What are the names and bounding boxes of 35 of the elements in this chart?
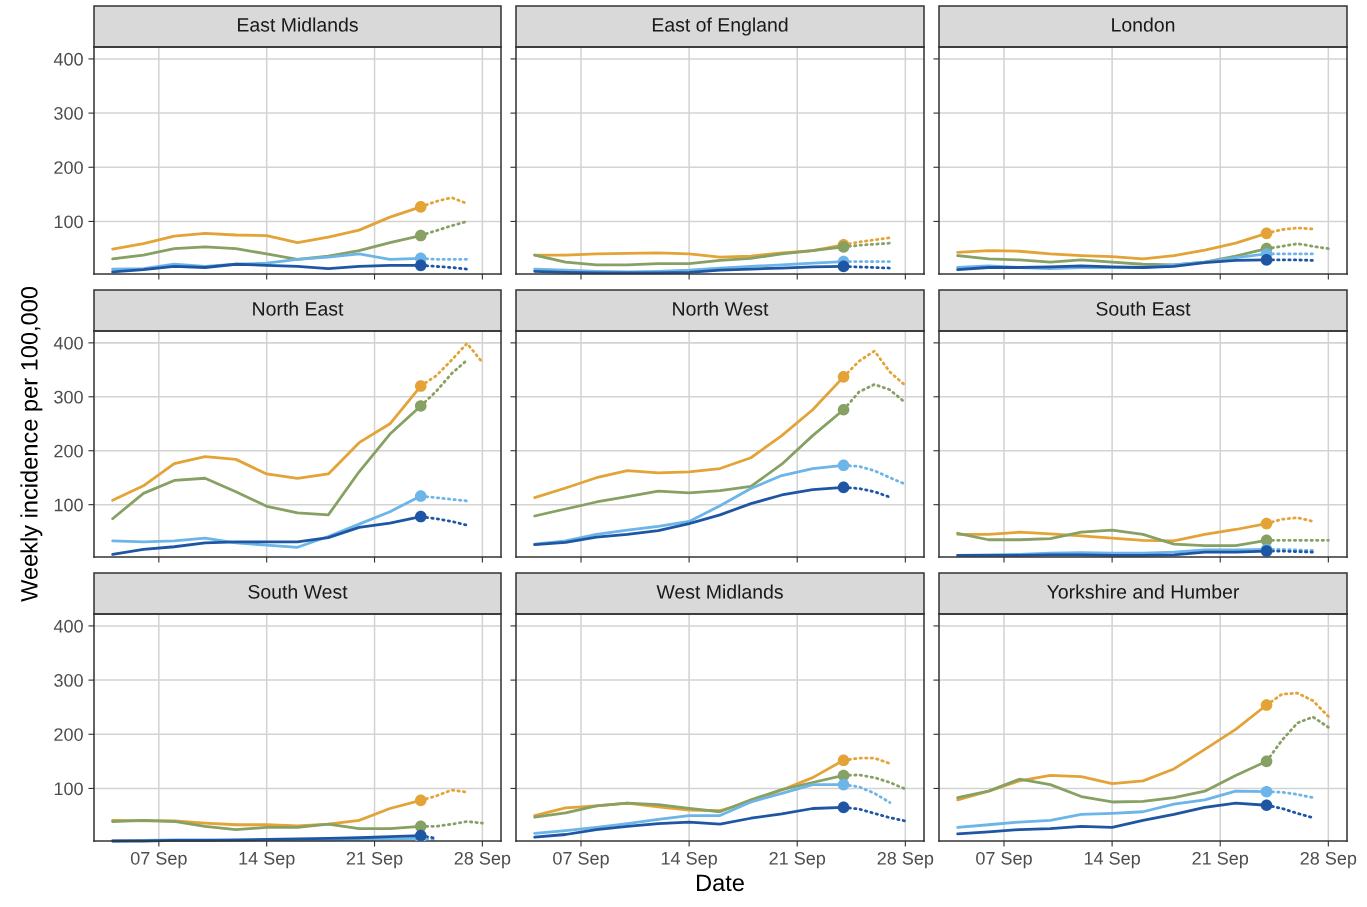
chart-title: North East xyxy=(253,301,344,316)
y-tick-label: 200 xyxy=(54,728,83,741)
x-tick-label: 21 Sep xyxy=(346,851,403,869)
chart-title: North West xyxy=(673,301,769,316)
y-tick-label: 100 xyxy=(54,215,83,229)
chart-title: London xyxy=(1112,17,1175,32)
x-tick-label: 07 Sep xyxy=(130,851,187,869)
x-tick-label: 14 Sep xyxy=(239,851,295,869)
x-tick-label: 14 Sep xyxy=(661,851,717,869)
y-tick-label: 400 xyxy=(53,52,83,66)
y-tick-label: 200 xyxy=(54,444,83,458)
x-tick-label: 21 Sep xyxy=(1192,851,1249,869)
chart-title: Yorkshire and Humber xyxy=(1047,584,1240,599)
y-tick-label: 300 xyxy=(54,674,83,687)
x-tick-label: 07 Sep xyxy=(553,851,609,869)
x-tick-label: 07 Sep xyxy=(976,851,1032,869)
chart-title: South East xyxy=(1096,301,1191,316)
y-tick-label: 100 xyxy=(54,498,83,512)
x-tick-label: 28 Sep xyxy=(877,851,934,869)
y-tick-label: 200 xyxy=(54,161,83,174)
x-axis-title: Date xyxy=(697,874,744,892)
chart-title: East Midlands xyxy=(238,17,358,32)
x-tick-label: 21 Sep xyxy=(769,851,826,869)
x-tick-label: 14 Sep xyxy=(1084,851,1140,869)
y-tick-label: 300 xyxy=(54,390,83,404)
y-axis-title: Weekly incidence per 100,000 xyxy=(20,286,43,602)
chart-title: East of England xyxy=(652,17,788,36)
y-tick-label: 400 xyxy=(53,619,83,633)
y-tick-label: 400 xyxy=(53,336,83,350)
x-tick-label: 28 Sep xyxy=(1300,851,1357,869)
y-tick-label: 300 xyxy=(54,107,83,120)
chart-title: South West xyxy=(248,584,348,599)
y-tick-label: 100 xyxy=(54,782,83,796)
chart-title: West Midlands xyxy=(656,584,783,599)
x-tick-label: 28 Sep xyxy=(454,851,511,869)
